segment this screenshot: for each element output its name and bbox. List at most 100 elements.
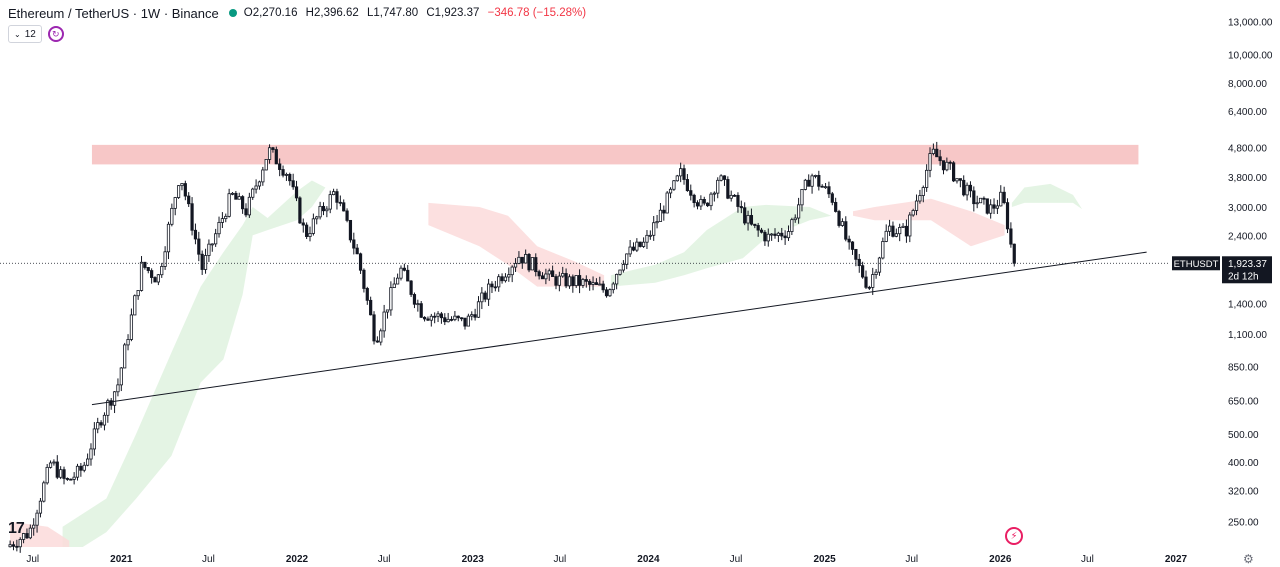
candle-up (18, 538, 22, 548)
candle-up (716, 179, 720, 194)
candle-down (962, 179, 966, 196)
candle-up (35, 512, 39, 526)
candle-down (369, 299, 373, 316)
candle-down (739, 206, 743, 209)
y-tick-label: 6,400.00 (1228, 107, 1267, 118)
candle-down (753, 223, 757, 226)
candle-down (692, 194, 696, 204)
candle-up (709, 193, 713, 207)
candle-up (921, 187, 925, 196)
candle-up (385, 309, 390, 313)
candle-down (338, 201, 342, 204)
candle-up (544, 273, 548, 280)
candle-up (42, 482, 46, 502)
candle-down (69, 478, 73, 481)
candle-down (146, 267, 150, 271)
candle-up (382, 311, 386, 332)
x-tick-label: Jul (26, 554, 39, 565)
candle-down (604, 289, 609, 297)
candle-down (844, 221, 848, 240)
candle-down (150, 270, 154, 278)
candle-up (173, 197, 177, 209)
support-trendline (91, 251, 1147, 406)
candle-up (918, 195, 922, 202)
last-price-label: 1,923.37 (1228, 259, 1267, 270)
candle-down (321, 205, 326, 212)
candle-down (197, 238, 201, 255)
candle-down (834, 201, 838, 212)
candle-down (726, 179, 730, 199)
candle-up (874, 271, 878, 275)
candle-up (628, 246, 632, 255)
candle-down (520, 256, 524, 264)
y-tick-label: 4,800.00 (1228, 144, 1267, 155)
candle-up (908, 214, 912, 237)
candle-down (358, 253, 363, 271)
candle-up (284, 173, 289, 176)
candle-down (409, 280, 413, 295)
candle-up (325, 208, 329, 212)
lightning-icon[interactable]: ⚡ (1005, 527, 1023, 545)
candle-down (631, 246, 636, 251)
candle-up (598, 283, 602, 286)
candle-up (470, 314, 474, 317)
candle-down (234, 192, 238, 200)
candle-up (871, 274, 875, 288)
candle-down (449, 318, 454, 321)
indicators-toggle-button[interactable]: ⌄ 12 (8, 25, 42, 43)
candle-down (301, 222, 305, 226)
candle-up (136, 290, 140, 297)
candle-up (237, 196, 241, 200)
candle-up (214, 233, 218, 245)
candle-up (480, 292, 484, 303)
candle-down (241, 196, 245, 210)
y-tick-label: 1,400.00 (1228, 299, 1267, 310)
sync-icon[interactable]: ↻ (47, 26, 64, 42)
candle-up (92, 428, 96, 450)
candle-down (153, 277, 157, 283)
candle-up (328, 194, 332, 210)
candle-down (62, 469, 66, 479)
candle-down (490, 283, 494, 288)
candle-up (881, 241, 885, 259)
candle-up (989, 204, 993, 214)
candle-up (547, 270, 551, 275)
candle-up (399, 267, 403, 279)
candle-up (786, 231, 791, 239)
candle-up (911, 210, 915, 216)
candle-down (335, 191, 339, 203)
candle-up (254, 185, 258, 190)
candle-up (699, 199, 703, 207)
x-tick-label: Jul (202, 554, 215, 565)
candle-up (476, 301, 481, 318)
cloud-bearish (428, 202, 605, 287)
gear-icon[interactable]: ⚙ (1243, 552, 1254, 566)
candle-down (500, 276, 504, 282)
x-tick-label: 2021 (110, 554, 133, 565)
candle-down (200, 253, 204, 270)
countdown-label: 2d 12h (1228, 271, 1259, 282)
candle-down (854, 249, 858, 260)
candle-up (645, 234, 649, 243)
candle-down (689, 190, 693, 196)
candle-up (21, 533, 26, 540)
y-tick-label: 650.00 (1228, 397, 1259, 408)
candle-down (985, 198, 989, 214)
candle-up (672, 180, 676, 190)
candle-down (935, 148, 939, 158)
candle-up (379, 330, 383, 343)
candle-up (311, 218, 315, 234)
candle-up (119, 367, 123, 386)
candle-down (972, 190, 976, 205)
candle-down (941, 160, 946, 171)
cloud-bearish (10, 521, 70, 547)
candle-up (510, 266, 514, 276)
candle-down (850, 241, 855, 250)
candle-down (780, 232, 784, 237)
candle-up (517, 256, 521, 264)
candle-up (497, 276, 501, 288)
candle-down (857, 258, 861, 267)
symbol-title[interactable]: Ethereum / TetherUS · 1W · Binance (8, 5, 219, 21)
candle-up (160, 266, 164, 276)
